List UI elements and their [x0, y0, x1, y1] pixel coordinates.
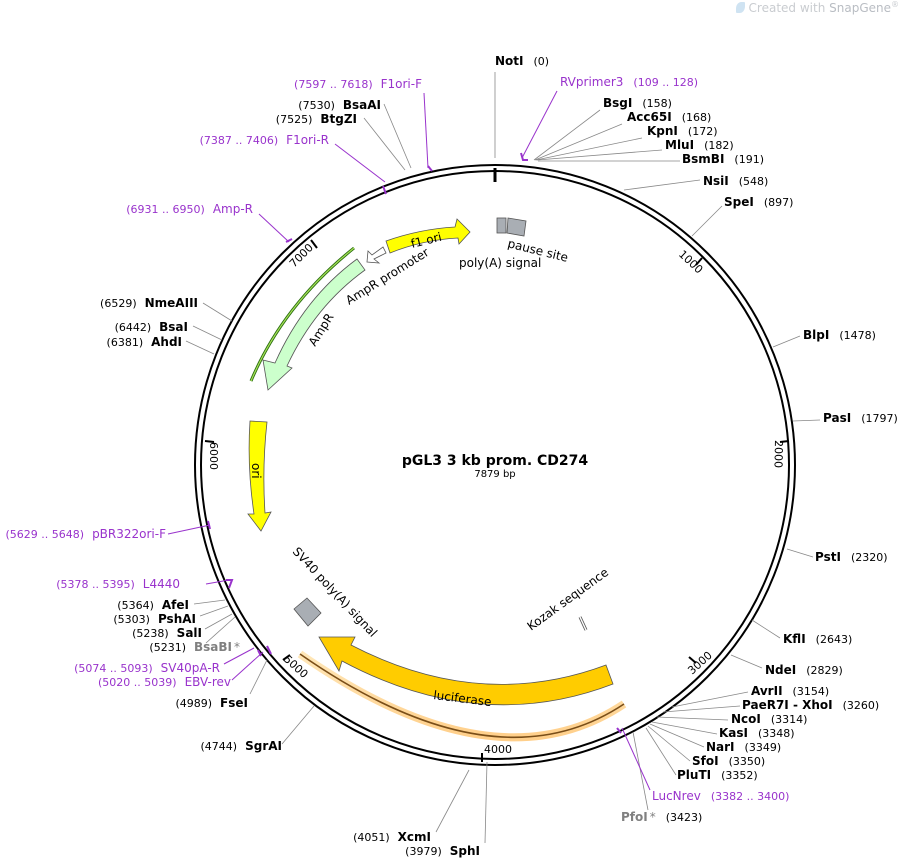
feature-sv40-polya[interactable]: [293, 597, 322, 627]
enzyme-label-ahdi[interactable]: (6381) AhdI: [107, 335, 182, 349]
enzyme-label-xcmi[interactable]: (4051) XcmI: [353, 830, 431, 844]
enzyme-label-pasi[interactable]: PasI (1797): [823, 411, 898, 425]
enzyme-label-nari[interactable]: NarI (3349): [706, 740, 781, 754]
primer-connectors: [167, 90, 651, 791]
features: [247, 217, 627, 742]
feature-ori[interactable]: [247, 420, 272, 532]
enzyme-label-nmeaiii[interactable]: (6529) NmeAIII: [100, 296, 198, 310]
feature-luciferase[interactable]: [318, 636, 614, 706]
tick-7000: [310, 239, 318, 249]
enzyme-label-noti[interactable]: NotI (0): [495, 54, 549, 68]
enzyme-label-bsai[interactable]: (6442) BsaI: [115, 320, 188, 334]
primer-mark-f1ori-f: [427, 165, 433, 172]
tick-6000: [204, 440, 215, 443]
enzyme-label-paer7i-xhoi[interactable]: PaeR7I - XhoI (3260): [742, 698, 879, 712]
feature-label-sv40-polya: SV40 poly(A) signal: [290, 544, 380, 639]
feature-pause-site[interactable]: [506, 217, 527, 237]
enzyme-label-afei[interactable]: (5364) AfeI: [117, 598, 189, 612]
feature-ampr-highlight-glow: [250, 247, 355, 382]
enzyme-label-bsabi[interactable]: (5231) BsaBI *: [149, 640, 240, 654]
tick-3000: [688, 656, 697, 664]
backbone-outer: [194, 164, 796, 766]
primer-mark-ebv-rev: [257, 649, 262, 657]
enzyme-label-bsmbi[interactable]: BsmBI (191): [682, 152, 764, 166]
primer-label-rvprimer3[interactable]: RVprimer3 (109 .. 128): [560, 75, 698, 89]
tick-label-1000: 1000: [676, 248, 705, 277]
enzyme-label-bsgi[interactable]: BsgI (158): [603, 96, 672, 110]
primer-mark-amp-r: [285, 238, 293, 243]
feature-f1-ori[interactable]: [385, 218, 471, 254]
enzyme-label-mlui[interactable]: MluI (182): [665, 138, 734, 152]
watermark-reg: ®: [891, 0, 899, 9]
enzyme-label-ndei[interactable]: NdeI (2829): [765, 663, 843, 677]
enzyme-label-kasi[interactable]: KasI (3348): [719, 726, 795, 740]
primer-label-f1ori-r[interactable]: (7387 .. 7406) F1ori-R: [200, 133, 329, 147]
primer-label-f1ori-f[interactable]: (7597 .. 7618) F1ori-F: [294, 77, 422, 91]
watermark-brand: SnapGene: [829, 1, 891, 15]
enzyme-label-nsii[interactable]: NsiI (548): [703, 174, 768, 188]
primer-label-amp-r[interactable]: (6931 .. 6950) Amp-R: [126, 202, 253, 216]
enzyme-label-kfli[interactable]: KflI (2643): [783, 632, 852, 646]
primer-mark-pbr322ori-f: [207, 520, 211, 530]
enzyme-label-avrii[interactable]: AvrII (3154): [751, 684, 829, 698]
plasmid-length: 7879 bp: [474, 469, 515, 480]
enzyme-labels: NotI (0) BsgI (158) Acc65I (168) KpnI (172) …: [100, 54, 898, 858]
scale-ticks: [204, 239, 790, 762]
enzyme-label-pluti[interactable]: PluTI (3352): [677, 768, 758, 782]
primer-label-lucnrev[interactable]: LucNrev (3382 .. 3400): [652, 789, 789, 803]
primer-label-pbr322ori-f[interactable]: (5629 .. 5648) pBR322ori-F: [6, 527, 167, 541]
enzyme-label-sfoi[interactable]: SfoI (3350): [692, 754, 765, 768]
watermark-prefix: Created with: [748, 1, 830, 15]
enzyme-label-sali[interactable]: (5238) SalI: [132, 626, 202, 640]
enzyme-label-psti[interactable]: PstI (2320): [815, 550, 888, 564]
primer-mark-rvprimer3: [520, 152, 528, 161]
tick-2000: [779, 440, 790, 443]
feature-polya-signal[interactable]: [496, 217, 507, 234]
enzyme-label-pfoi[interactable]: PfoI * (3423): [621, 810, 702, 824]
feature-ampr[interactable]: [262, 258, 366, 391]
primer-label-sv40pa-r[interactable]: (5074 .. 5093) SV40pA-R: [74, 661, 220, 675]
primer-marks: [207, 152, 622, 734]
primer-label-l4440[interactable]: (5378 .. 5395) L4440: [56, 577, 180, 591]
primer-mark-f1ori-r: [382, 185, 387, 195]
enzyme-label-spei[interactable]: SpeI (897): [724, 195, 793, 209]
snapgene-leaf-icon: [735, 2, 745, 13]
feature-labels: f1 ori AmpR promoter AmpR ori luciferase…: [249, 230, 611, 709]
tick-1000: [695, 257, 703, 266]
feature-ampr-promoter[interactable]: [366, 246, 387, 264]
enzyme-label-blpi[interactable]: BlpI (1478): [803, 328, 876, 342]
enzyme-label-bsaai[interactable]: (7530) BsaAI: [298, 98, 381, 112]
plasmid-name: pGL3 3 kb prom. CD274: [402, 453, 589, 469]
enzyme-label-sgrai[interactable]: (4744) SgrAI: [201, 739, 282, 753]
tick-label-4000: 4000: [484, 743, 512, 756]
enzyme-label-fsei[interactable]: (4989) FseI: [175, 696, 248, 710]
primer-label-ebv-rev[interactable]: (5020 .. 5039) EBV-rev: [98, 675, 231, 689]
enzyme-label-sphi[interactable]: (3979) SphI: [405, 844, 480, 858]
enzyme-label-pshai[interactable]: (5303) PshAI: [113, 612, 196, 626]
feature-luciferase-highlight-core: [299, 653, 625, 739]
primer-mark-lucnrev: [616, 727, 622, 734]
tick-label-2000: 2000: [772, 440, 785, 468]
enzyme-label-btgzi[interactable]: (7525) BtgZI: [276, 112, 357, 126]
feature-label-ori: ori: [249, 463, 263, 479]
tick-label-6000: 6000: [207, 442, 220, 470]
enzyme-label-ncoi[interactable]: NcoI (3314): [731, 712, 807, 726]
feature-label-kozak: Kozak sequence: [525, 565, 612, 633]
primer-mark-sv40pa-r: [266, 645, 272, 655]
enzyme-label-kpni[interactable]: KpnI (172): [647, 124, 718, 138]
watermark: Created with SnapGene®: [735, 0, 899, 15]
feature-label-polya-signal: poly(A) signal: [459, 256, 541, 270]
tick-5000: [282, 654, 291, 661]
label-connectors: [185, 72, 821, 844]
primer-labels: RVprimer3 (109 .. 128) LucNrev (3382 .. 34…: [6, 75, 790, 803]
enzyme-label-acc65i[interactable]: Acc65I (168): [627, 110, 711, 124]
primer-mark-l4440: [226, 579, 234, 589]
